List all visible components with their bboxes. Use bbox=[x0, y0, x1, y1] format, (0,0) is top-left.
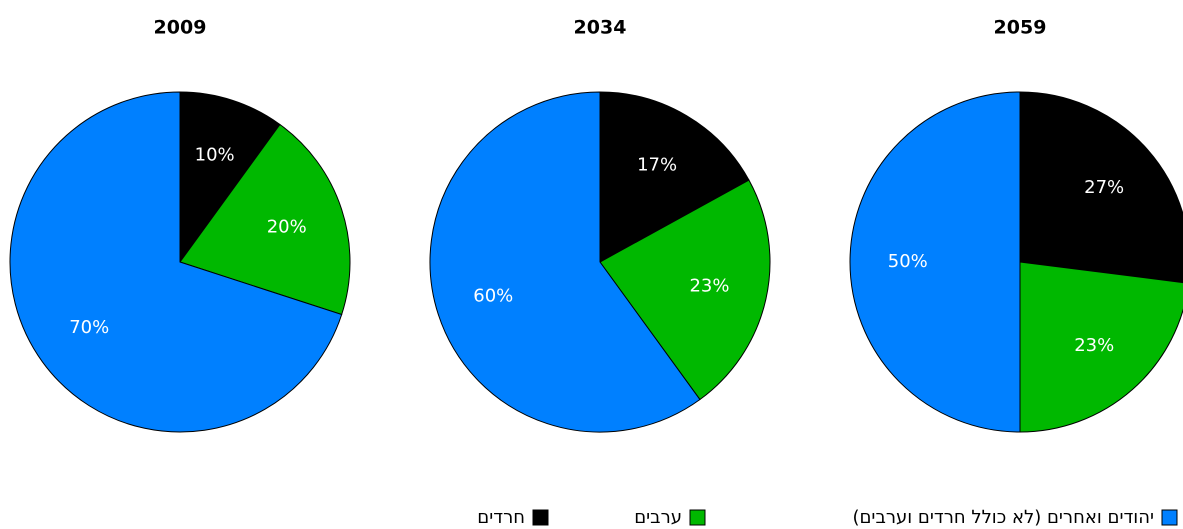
legend-swatch bbox=[1161, 509, 1178, 526]
slice-label: 27% bbox=[1084, 177, 1124, 198]
slice-label: 20% bbox=[267, 216, 307, 237]
slice-label: 60% bbox=[473, 286, 513, 307]
legend-label: ערבים bbox=[634, 507, 682, 528]
legend-label: יהודים ואחרים (לא כולל חרדים וערבים) bbox=[852, 507, 1154, 528]
legend-label: חרדים bbox=[477, 507, 525, 528]
legend-swatch bbox=[689, 509, 706, 526]
pie-slice bbox=[9, 91, 343, 433]
legend-swatch bbox=[532, 509, 549, 526]
pie-slice bbox=[1019, 91, 1183, 284]
slice-label: 10% bbox=[195, 144, 235, 165]
slice-label: 23% bbox=[1074, 335, 1114, 356]
pie-title: 2059 bbox=[994, 17, 1047, 39]
pie-title: 2034 bbox=[574, 17, 627, 39]
pie-slice bbox=[599, 91, 750, 263]
pie-slice bbox=[1019, 261, 1183, 433]
pie-title: 2009 bbox=[154, 17, 207, 39]
slice-label: 23% bbox=[689, 275, 729, 296]
slice-label: 50% bbox=[888, 251, 928, 272]
pie-slice bbox=[429, 91, 701, 433]
slice-label: 17% bbox=[637, 154, 677, 175]
pie-slice bbox=[849, 91, 1021, 433]
slice-label: 70% bbox=[69, 317, 109, 338]
pie-slice bbox=[599, 179, 771, 401]
pie-slice bbox=[179, 91, 281, 264]
pie-slice bbox=[179, 123, 351, 316]
